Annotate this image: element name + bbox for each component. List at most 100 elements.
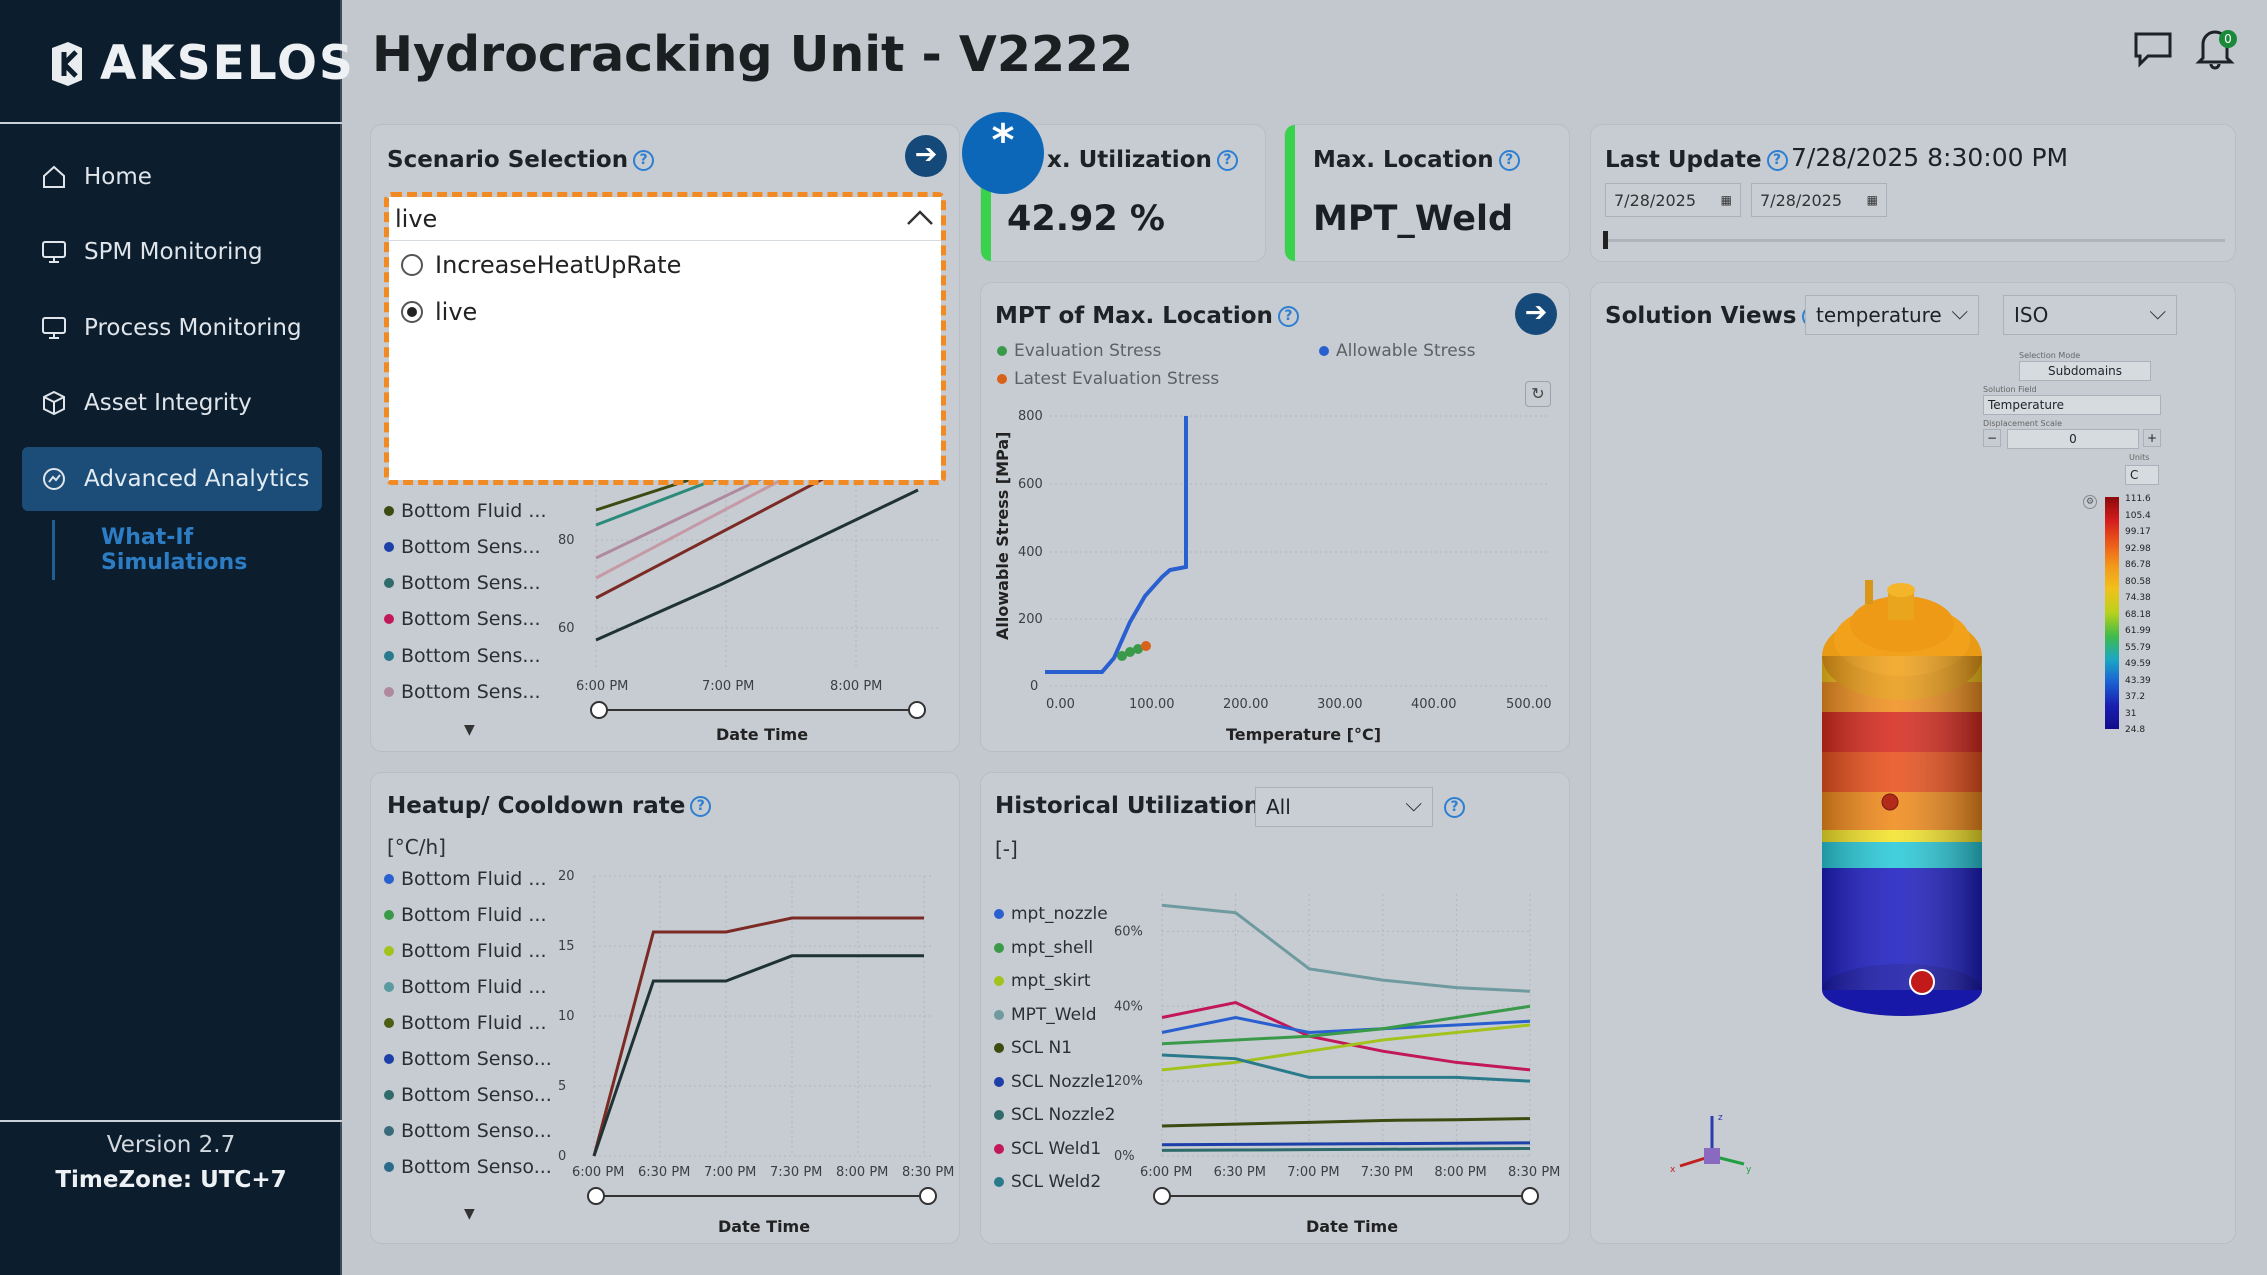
help-icon[interactable]: ? xyxy=(633,150,655,171)
legend-item[interactable]: Bottom Fluid ... xyxy=(384,976,546,998)
evaluation-stress-point[interactable] xyxy=(1117,651,1127,661)
legend-item[interactable]: Bottom Sens... xyxy=(384,608,541,630)
legend-item[interactable]: Bottom Senso... xyxy=(384,1120,552,1142)
sidebar-subitem-what-if-simulations[interactable]: What-If Simulations xyxy=(52,520,340,580)
date-to-input[interactable]: 7/28/2025 ▦ xyxy=(1751,183,1887,217)
sidebar-item-home[interactable]: Home xyxy=(22,145,322,209)
selection-mode-select[interactable]: Subdomains xyxy=(2019,361,2151,381)
settings-icon[interactable]: ⚙ xyxy=(2083,495,2097,509)
legend-item[interactable]: Bottom Senso... xyxy=(384,1084,552,1106)
help-icon[interactable]: ? xyxy=(1766,150,1788,171)
legend-item[interactable]: Bottom Fluid ... xyxy=(384,904,546,926)
legend-item[interactable]: mpt_nozzle xyxy=(994,904,1108,924)
scenario-dropdown-header[interactable]: live xyxy=(389,197,941,241)
legend-item[interactable]: Allowable Stress xyxy=(1319,341,1475,361)
legend-item[interactable]: Bottom Senso... xyxy=(384,1156,552,1178)
solution-field-select[interactable]: temperature ⌵ xyxy=(1805,295,1979,335)
series-line[interactable] xyxy=(1161,1141,1531,1147)
legend-item[interactable]: Bottom Fluid ... xyxy=(384,1012,546,1034)
date-slider-track[interactable] xyxy=(1605,239,2225,242)
solution-view-select[interactable]: ISO ⌵ xyxy=(2003,295,2177,335)
legend-item[interactable]: mpt_shell xyxy=(994,938,1093,958)
notifications-button[interactable]: 0 xyxy=(2195,26,2237,74)
reset-zoom-button[interactable]: ↻ xyxy=(1525,381,1551,407)
legend-item[interactable]: Evaluation Stress xyxy=(997,341,1161,361)
mpt-go-button[interactable]: ➔ xyxy=(1515,293,1557,335)
legend-dot xyxy=(994,1009,1004,1020)
legend-item[interactable]: SCL Weld2 xyxy=(994,1172,1101,1192)
range-slider-handle[interactable] xyxy=(1153,1187,1171,1205)
series-line[interactable] xyxy=(592,916,924,1157)
series-line[interactable] xyxy=(1161,1023,1531,1072)
series-line[interactable] xyxy=(592,954,924,1157)
series-line[interactable] xyxy=(1161,1117,1531,1128)
scenario-option[interactable]: IncreaseHeatUpRate xyxy=(389,241,941,288)
range-slider-handle[interactable] xyxy=(590,701,608,719)
series-line[interactable] xyxy=(1161,1147,1531,1152)
date-slider-handle[interactable] xyxy=(1603,231,1608,249)
refresh-icon: ↻ xyxy=(1531,384,1545,403)
legend-item[interactable]: Bottom Sens... xyxy=(384,572,541,594)
help-icon[interactable]: ? xyxy=(1216,150,1238,171)
legend-scroll-down-icon[interactable]: ▼ xyxy=(464,722,475,738)
legend-item[interactable]: SCL Nozzle2 xyxy=(994,1105,1116,1125)
units-select[interactable]: C xyxy=(2125,465,2159,485)
radio-button[interactable] xyxy=(401,253,423,276)
legend-item[interactable]: Bottom Fluid ... xyxy=(384,940,546,962)
sidebar-divider xyxy=(0,122,342,124)
scenario-go-button[interactable]: ➔ xyxy=(905,135,947,177)
x-axis-label: Date Time xyxy=(718,1217,810,1236)
scenario-title: Scenario Selection? xyxy=(387,147,655,173)
legend-item[interactable]: Bottom Sens... xyxy=(384,681,541,703)
help-icon[interactable]: ? xyxy=(690,796,712,817)
increase-button[interactable]: + xyxy=(2143,429,2161,447)
legend-item[interactable]: Bottom Senso... xyxy=(384,1048,552,1070)
x-tick: 8:00 PM xyxy=(836,1165,888,1180)
sidebar-item-process-monitoring[interactable]: Process Monitoring xyxy=(22,296,322,360)
legend-item[interactable]: Bottom Sens... xyxy=(384,645,541,667)
solution-field-panel-label: Solution Field xyxy=(1983,385,2037,394)
latest-evaluation-stress-point[interactable] xyxy=(1141,641,1151,651)
legend-item[interactable]: SCL Nozzle1 xyxy=(994,1072,1116,1092)
legend-scroll-down-icon[interactable]: ▼ xyxy=(464,1206,475,1222)
akselos-logo[interactable]: AKSELOS xyxy=(48,36,355,91)
radio-button[interactable] xyxy=(401,300,423,323)
series-line[interactable] xyxy=(1161,1004,1531,1046)
scenario-option[interactable]: live xyxy=(389,288,941,335)
legend-item[interactable]: Bottom Fluid ... xyxy=(384,500,546,522)
legend-item[interactable]: MPT_Weld xyxy=(994,1005,1097,1025)
legend-item[interactable]: SCL N1 xyxy=(994,1038,1072,1058)
legend-item[interactable]: SCL Weld1 xyxy=(994,1139,1101,1159)
scenario-title-text: Scenario Selection xyxy=(387,147,629,173)
solution-field-panel-select[interactable]: Temperature xyxy=(1983,395,2161,415)
mpt-chart: 800 600 400 200 0 0.00 100.00 200.00 300… xyxy=(993,409,1552,744)
legend-item[interactable]: Latest Evaluation Stress xyxy=(997,369,1219,389)
chat-icon[interactable] xyxy=(2132,28,2174,70)
legend-item[interactable]: mpt_skirt xyxy=(994,971,1091,991)
historical-filter-select[interactable]: All ⌵ xyxy=(1255,787,1433,827)
range-slider-handle[interactable] xyxy=(1521,1187,1539,1205)
vessel-3d-model[interactable] xyxy=(1810,560,2010,1020)
sidebar-item-advanced-analytics[interactable]: Advanced Analytics xyxy=(22,447,322,511)
series-line[interactable] xyxy=(1161,1053,1531,1083)
range-slider-handle[interactable] xyxy=(587,1187,605,1205)
series-line[interactable] xyxy=(1161,1015,1531,1034)
displacement-input[interactable]: 0 xyxy=(2007,429,2139,449)
sidebar-item-asset-integrity[interactable]: Asset Integrity xyxy=(22,371,322,435)
help-icon[interactable]: ? xyxy=(1444,797,1465,818)
help-icon[interactable]: ? xyxy=(1277,306,1299,327)
scenario-fab-button[interactable]: * xyxy=(962,112,1044,194)
date-from-input[interactable]: 7/28/2025 ▦ xyxy=(1605,183,1741,217)
legend-item[interactable]: Bottom Fluid ... xyxy=(384,868,546,890)
series-line[interactable] xyxy=(1161,1000,1531,1072)
decrease-button[interactable]: − xyxy=(1983,429,2001,447)
series-line[interactable] xyxy=(1161,903,1531,993)
scenario-dropdown[interactable]: live IncreaseHeatUpRate live xyxy=(389,197,941,480)
range-slider-handle[interactable] xyxy=(919,1187,937,1205)
range-slider-handle[interactable] xyxy=(908,701,926,719)
evaluation-stress-point[interactable] xyxy=(1125,647,1135,657)
sidebar-item-spm-monitoring[interactable]: SPM Monitoring xyxy=(22,220,322,284)
legend-item[interactable]: Bottom Sens... xyxy=(384,536,541,558)
evaluation-stress-point[interactable] xyxy=(1133,644,1143,654)
help-icon[interactable]: ? xyxy=(1498,150,1520,171)
